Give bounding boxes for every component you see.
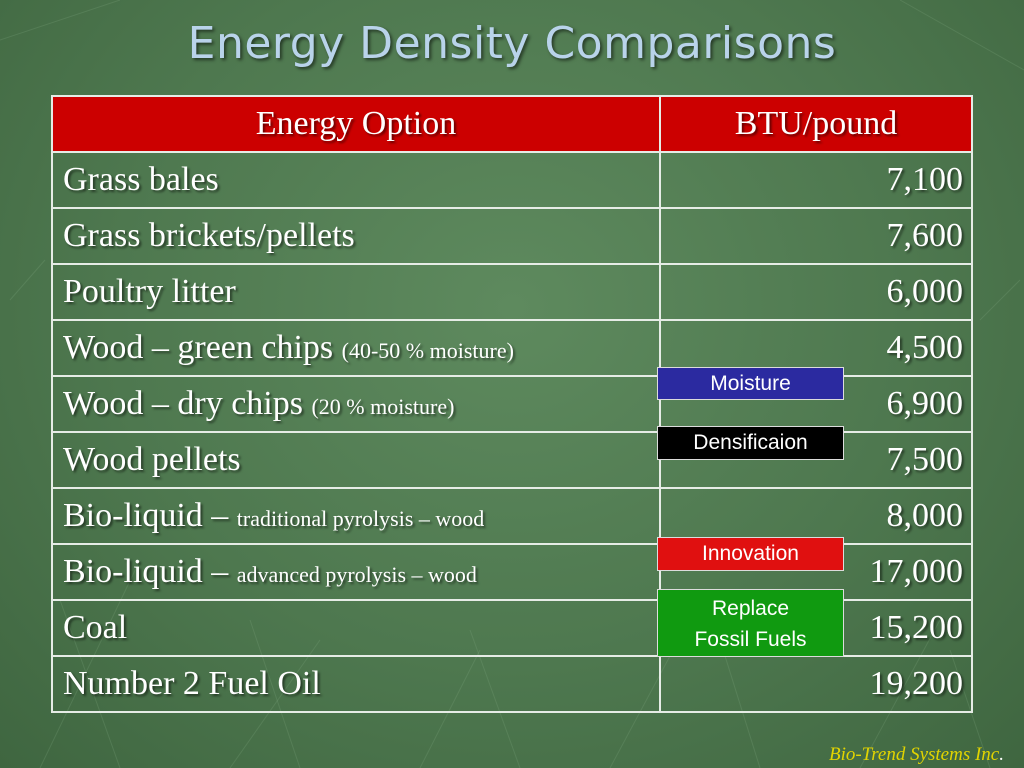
energy-option-cell: Number 2 Fuel Oil [51, 655, 661, 713]
footer-credit: Bio-Trend Systems Inc. [829, 744, 1004, 766]
header-btu-per-pound: BTU/pound [659, 95, 973, 153]
table-header-row: Energy Option BTU/pound [51, 95, 973, 153]
btu-value: 19,200 [659, 655, 973, 713]
energy-option-cell: Wood – dry chips (20 % moisture) [51, 375, 661, 433]
energy-option-note: (40-50 % moisture) [341, 338, 514, 363]
energy-option-cell: Bio-liquid – advanced pyrolysis – wood [51, 543, 661, 601]
energy-option-label: Coal [63, 609, 128, 646]
btu-value: 8,000 [659, 487, 973, 545]
energy-option-cell: Wood – green chips (40-50 % moisture) [51, 319, 661, 377]
replace-callout-line1: Replace [711, 597, 790, 620]
btu-value: 7,600 [659, 207, 973, 265]
credit-period: . [999, 744, 1004, 765]
table-row: Grass bales 7,100 [51, 151, 973, 209]
innovation-callout: Innovation [657, 537, 844, 571]
replace-fossil-fuels-callout: Replace Fossil Fuels [657, 589, 844, 657]
header-energy-option: Energy Option [51, 95, 661, 153]
table-row: Wood – dry chips (20 % moisture) 6,900 [51, 375, 973, 433]
table-row: Wood pellets 7,500 [51, 431, 973, 489]
table-row: Number 2 Fuel Oil 19,200 [51, 655, 973, 713]
energy-option-label: Number 2 Fuel Oil [63, 665, 321, 702]
energy-option-cell: Grass brickets/pellets [51, 207, 661, 265]
energy-option-label: Bio-liquid – [63, 553, 237, 590]
replace-callout-line2: Fossil Fuels [694, 628, 807, 651]
credit-text: Bio-Trend Systems Inc [828, 744, 1000, 765]
table-row: Bio-liquid – advanced pyrolysis – wood 1… [51, 543, 973, 601]
energy-option-note: advanced pyrolysis – wood [236, 562, 477, 587]
energy-option-note: traditional pyrolysis – wood [236, 506, 485, 531]
energy-option-label: Wood – dry chips [63, 385, 312, 422]
energy-option-cell: Bio-liquid – traditional pyrolysis – woo… [51, 487, 661, 545]
btu-value: 6,000 [659, 263, 973, 321]
energy-option-label: Grass bales [63, 161, 219, 198]
densification-callout: Densificaion [657, 426, 844, 460]
energy-option-label: Poultry litter [63, 273, 236, 310]
energy-option-label: Grass brickets/pellets [63, 217, 355, 254]
energy-density-table: Energy Option BTU/pound Grass bales 7,10… [51, 95, 973, 713]
energy-option-label: Wood – green chips [63, 329, 342, 366]
table-row: Bio-liquid – traditional pyrolysis – woo… [51, 487, 973, 545]
energy-option-label: Wood pellets [63, 441, 241, 478]
energy-option-cell: Coal [51, 599, 661, 657]
table-row: Poultry litter 6,000 [51, 263, 973, 321]
energy-option-label: Bio-liquid – [63, 497, 237, 534]
moisture-callout: Moisture [657, 367, 844, 400]
energy-option-cell: Wood pellets [51, 431, 661, 489]
slide-title: Energy Density Comparisons [187, 18, 837, 69]
table-row: Grass brickets/pellets 7,600 [51, 207, 973, 265]
energy-option-cell: Grass bales [51, 151, 661, 209]
btu-value: 7,100 [659, 151, 973, 209]
energy-option-cell: Poultry litter [51, 263, 661, 321]
energy-option-note: (20 % moisture) [311, 394, 455, 419]
